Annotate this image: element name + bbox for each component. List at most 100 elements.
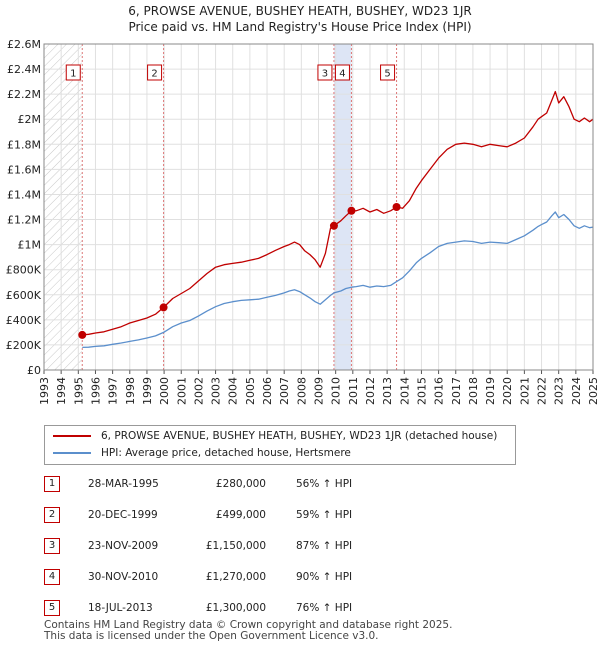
sale-number-badge: 2 <box>44 507 60 523</box>
chart-title-line2: Price paid vs. HM Land Registry's House … <box>128 20 472 34</box>
sale-marker-box <box>380 64 396 81</box>
x-tick-label: 2003 <box>210 377 223 405</box>
sale-row: 4 30-NOV-2010 £1,270,000 90% ↑ HPI <box>44 568 564 586</box>
plot-frame <box>43 43 594 371</box>
sale-hpi-change: 56% ↑ HPI <box>296 478 353 490</box>
x-tick-label: 1999 <box>141 377 154 405</box>
sale-row: 2 20-DEC-1999 £499,000 59% ↑ HPI <box>44 506 564 524</box>
chart-title: 6, PROWSE AVENUE, BUSHEY HEATH, BUSHEY, … <box>0 3 600 35</box>
sale-date: 18-JUL-2013 <box>88 602 153 614</box>
sale-number-badge: 3 <box>44 538 60 554</box>
x-tick-label: 2007 <box>278 377 291 405</box>
x-tick-label: 2023 <box>553 377 566 405</box>
y-tick-label: £1M <box>18 239 42 252</box>
hpi-line <box>82 211 594 349</box>
y-tick-label: £2.6M <box>7 38 41 51</box>
y-tick-label: £2M <box>18 113 42 126</box>
sale-marker-box <box>334 64 350 81</box>
chart-legend: 6, PROWSE AVENUE, BUSHEY HEATH, BUSHEY, … <box>44 425 516 465</box>
sale-row: 1 28-MAR-1995 £280,000 56% ↑ HPI <box>44 475 564 493</box>
legend-swatch-hpi <box>53 452 91 454</box>
sale-row: 5 18-JUL-2013 £1,300,000 76% ↑ HPI <box>44 599 564 617</box>
sale-price: £1,300,000 <box>205 602 266 614</box>
sale-hpi-change: 59% ↑ HPI <box>296 509 353 521</box>
chart-title-line1: 6, PROWSE AVENUE, BUSHEY HEATH, BUSHEY, … <box>128 4 472 18</box>
x-tick-label: 2015 <box>415 377 428 405</box>
sale-hpi-change: 87% ↑ HPI <box>296 540 353 552</box>
sale-marker-box <box>147 64 163 81</box>
legend-item-property: 6, PROWSE AVENUE, BUSHEY HEATH, BUSHEY, … <box>53 428 497 444</box>
y-tick-label: £200K <box>6 339 42 352</box>
sale-point <box>159 303 168 312</box>
sale-point <box>329 221 338 230</box>
sale-date: 28-MAR-1995 <box>88 478 159 490</box>
x-tick-label: 2008 <box>295 377 308 405</box>
legend-swatch-property <box>53 435 91 437</box>
x-tick-label: 2025 <box>587 377 600 405</box>
sale-row: 3 23-NOV-2009 £1,150,000 87% ↑ HPI <box>44 537 564 555</box>
sale-number-badge: 4 <box>44 569 60 585</box>
x-tick-label: 1993 <box>38 377 51 405</box>
x-tick-label: 2009 <box>313 377 326 405</box>
sale-number-badge: 1 <box>44 476 60 492</box>
x-tick-label: 2005 <box>244 377 257 405</box>
x-tick-label: 2004 <box>227 377 240 405</box>
sale-price: £1,270,000 <box>205 571 266 583</box>
legend-item-hpi: HPI: Average price, detached house, Hert… <box>53 445 351 461</box>
y-tick-label: £1.2M <box>7 214 41 227</box>
sale-price: £1,150,000 <box>205 540 266 552</box>
x-tick-label: 2020 <box>501 377 514 405</box>
sale-date: 30-NOV-2010 <box>88 571 159 583</box>
y-tick-label: £600K <box>6 289 42 302</box>
x-tick-label: 2016 <box>433 377 446 405</box>
y-tick-label: £1.8M <box>7 138 41 151</box>
sale-date: 23-NOV-2009 <box>88 540 159 552</box>
x-tick-label: 2010 <box>330 377 343 405</box>
y-tick-label: £2.4M <box>7 63 41 76</box>
sale-marker-label: 4 <box>339 69 345 80</box>
sale-marker-box <box>317 64 333 81</box>
sale-marker-label: 2 <box>151 69 157 80</box>
x-tick-label: 2021 <box>518 377 531 405</box>
legend-label-property: 6, PROWSE AVENUE, BUSHEY HEATH, BUSHEY, … <box>101 430 498 442</box>
x-tick-label: 2006 <box>261 377 274 405</box>
x-tick-label: 1998 <box>124 377 137 405</box>
no-data-hatch <box>44 44 82 370</box>
legend-label-hpi: HPI: Average price, detached house, Hert… <box>101 447 351 459</box>
x-tick-label: 2019 <box>484 377 497 405</box>
x-tick-label: 2001 <box>175 377 188 405</box>
x-tick-label: 1996 <box>89 377 102 405</box>
y-tick-label: £2.2M <box>7 88 41 101</box>
x-tick-label: 2017 <box>450 377 463 405</box>
y-tick-label: £400K <box>6 314 42 327</box>
x-tick-label: 2000 <box>158 377 171 405</box>
sale-point <box>347 206 356 215</box>
sale-marker-box <box>65 64 81 81</box>
x-tick-label: 1995 <box>72 377 85 405</box>
x-tick-label: 2024 <box>570 377 583 405</box>
sale-price: £280,000 <box>215 478 266 490</box>
sale-marker-label: 1 <box>70 69 76 80</box>
x-tick-label: 2012 <box>364 377 377 405</box>
sale-date: 20-DEC-1999 <box>88 509 158 521</box>
y-tick-label: £1.4M <box>7 188 41 201</box>
sale-marker-label: 3 <box>322 69 328 80</box>
y-tick-label: £1.6M <box>7 163 41 176</box>
x-tick-label: 2018 <box>467 377 480 405</box>
sale-marker-label: 5 <box>384 69 390 80</box>
x-tick-label: 2011 <box>347 377 360 405</box>
sale-price: £499,000 <box>215 509 266 521</box>
y-tick-label: £800K <box>6 264 42 277</box>
shaded-period <box>333 44 352 370</box>
x-tick-label: 1994 <box>55 377 68 405</box>
footer-line1: Contains HM Land Registry data © Crown c… <box>44 619 453 631</box>
footer-attribution: Contains HM Land Registry data © Crown c… <box>44 620 452 642</box>
x-tick-label: 2014 <box>398 377 411 405</box>
y-tick-label: £0 <box>27 364 41 377</box>
sale-hpi-change: 76% ↑ HPI <box>296 602 353 614</box>
sale-hpi-change: 90% ↑ HPI <box>296 571 353 583</box>
x-tick-label: 2013 <box>381 377 394 405</box>
sale-number-badge: 5 <box>44 600 60 616</box>
x-tick-label: 2022 <box>536 377 549 405</box>
